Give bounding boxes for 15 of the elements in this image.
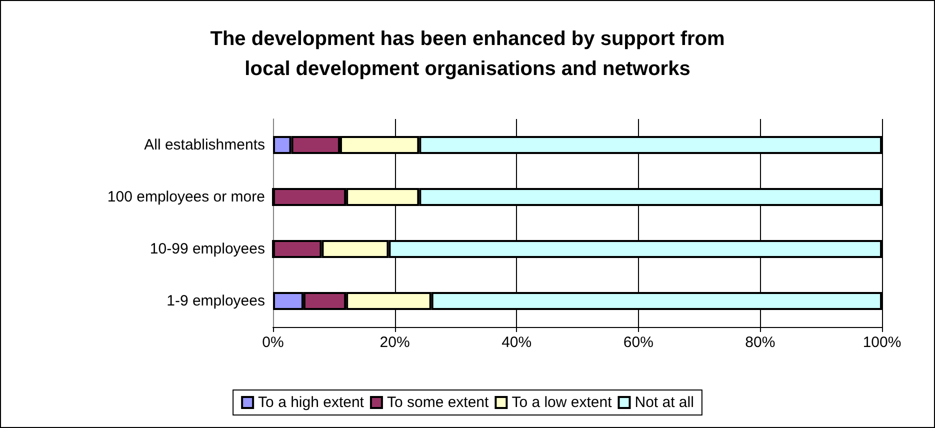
y-tick-label: All establishments [144, 136, 265, 154]
x-tick-label: 100% [862, 334, 902, 351]
legend-label: Not at all [634, 394, 694, 411]
x-tick-label: 0% [262, 334, 284, 351]
legend-label: To a high extent [258, 394, 365, 411]
y-tick-label: 100 employees or more [107, 188, 265, 206]
y-tick-label: 10-99 employees [150, 240, 265, 258]
legend-label: To some extent [386, 394, 490, 411]
x-tick-label: 20% [380, 334, 410, 351]
y-tick-label: 1-9 employees [166, 292, 265, 310]
legend-label: To a low extent [512, 394, 613, 411]
x-tick-label: 80% [745, 334, 776, 351]
chart-title: The development has been enhanced by support from local development organisations and networks [210, 28, 725, 80]
x-tick-label: 60% [623, 334, 654, 351]
x-tick-label: 40% [502, 334, 532, 351]
